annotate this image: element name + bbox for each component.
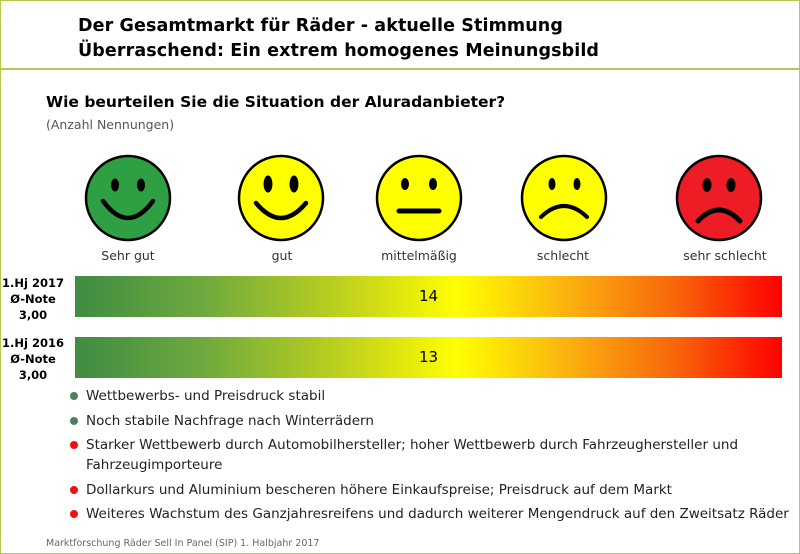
bar-value-label: 13 [418,348,439,366]
bullet-text: Dollarkurs und Aluminium bescheren höher… [86,481,672,498]
bullet-item: Starker Wettbewerb durch Automobilherste… [70,435,790,475]
row-grade: 3,00 [18,368,48,382]
title-line-1: Der Gesamtmarkt für Räder - aktuelle Sti… [78,16,563,36]
bar-value-label: 14 [418,287,439,305]
scale-label-mittelmaessig: mittelmäßig [381,248,457,263]
scale-label-gut: gut [271,248,293,263]
gradient-bar-2016: 13 [75,337,782,378]
row-grade-label: Ø-Note [10,352,56,366]
bullet-dot [70,441,78,449]
bullet-text: Wettbewerbs- und Preisdruck stabil [86,388,326,404]
row-label-2016: 1.Hj 2016 Ø-Note 3,00 [0,335,66,383]
bullet-text: Starker Wettbewerb durch Automobilherste… [86,437,739,473]
bullet-dot [70,510,78,518]
gradient-bar-2017: 14 [75,276,782,317]
bullet-text: Weiteres Wachstum des Ganzjahresreifens … [86,506,789,522]
row-period: 1.Hj 2016 [2,336,64,350]
very-sad-smiley-icon [674,153,764,243]
question-subtitle: (Anzahl Nennungen) [46,117,175,132]
happy-smiley-icon [236,153,326,243]
bullet-item: Dollarkurs und Aluminium bescheren höher… [70,480,790,500]
bullet-item: Wettbewerbs- und Preisdruck stabil [70,386,790,406]
row-label-2017: 1.Hj 2017 Ø-Note 3,00 [0,275,66,323]
scale-label-schlecht: schlecht [536,248,590,263]
title-line-2: Überraschend: Ein extrem homogenes Meinu… [78,41,600,61]
sad-smiley-icon [519,153,609,243]
row-period: 1.Hj 2017 [2,276,64,290]
neutral-smiley-icon [374,153,464,243]
bullet-dot [70,485,78,494]
question-heading: Wie beurteilen Sie die Situation der Alu… [46,93,506,111]
bullet-text: Noch stabile Nachfrage nach Winterrädern [86,412,374,429]
header: Der Gesamtmarkt für Räder - aktuelle Sti… [0,0,800,70]
bullet-item: Noch stabile Nachfrage nach Winterrädern [70,411,790,431]
source-footer: Marktforschung Räder Sell In Panel (SIP)… [46,538,320,549]
scale-label-sehr-schlecht: sehr schlecht [683,248,767,263]
bullet-list: Wettbewerbs- und Preisdruck stabil Noch … [70,386,790,529]
very-happy-smiley-icon [83,153,173,243]
row-grade: 3,00 [18,308,48,322]
bullet-item: Weiteres Wachstum des Ganzjahresreifens … [70,504,790,524]
scale-label-sehr-gut: Sehr gut [101,248,155,263]
bullet-dot [70,392,78,400]
bullet-dot [70,416,78,425]
row-grade-label: Ø-Note [10,292,56,306]
